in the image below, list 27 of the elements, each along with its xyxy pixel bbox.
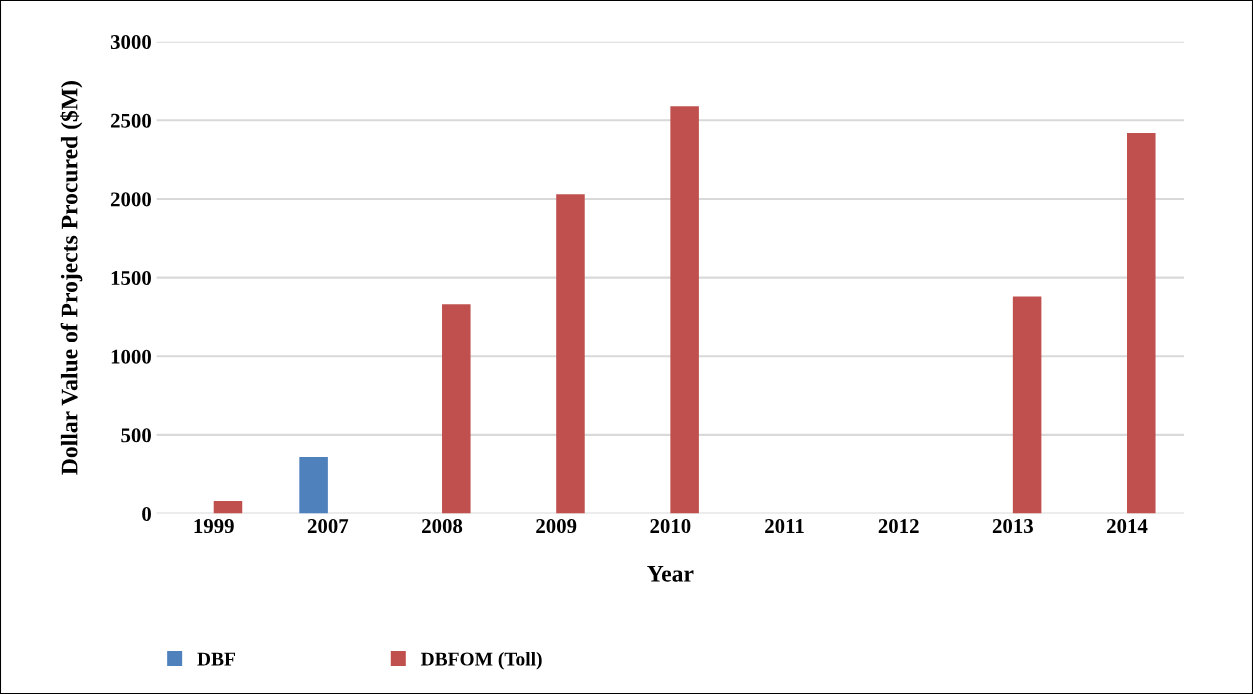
- x-tick-label: 2011: [765, 519, 804, 534]
- legend-label: DBFOM (Toll): [420, 651, 542, 670]
- x-tick-label: 2014: [1107, 519, 1148, 534]
- bar: [670, 106, 699, 514]
- bar: [299, 456, 328, 514]
- y-tick-label: 0: [142, 506, 151, 521]
- bar: [1012, 296, 1042, 514]
- y-tick-label: 500: [121, 428, 151, 443]
- x-tick-label: 2008: [422, 519, 463, 534]
- x-tick-label: 2013: [992, 519, 1033, 534]
- y-axis-title: Dollar Value of Projects Procured ($M): [60, 81, 83, 475]
- y-tick-label: 3000: [110, 35, 151, 50]
- bar: [213, 500, 243, 514]
- y-tick-label: 1000: [111, 349, 151, 364]
- x-tick-label: 2012: [878, 519, 919, 534]
- y-tick-label: 1500: [111, 270, 151, 286]
- x-tick-label: 2010: [650, 519, 691, 534]
- y-tick-label: 2000: [110, 192, 151, 207]
- bar: [1127, 132, 1156, 514]
- x-tick-label: 1999: [194, 519, 234, 534]
- x-tick-label: 2009: [536, 519, 577, 534]
- bar: [442, 304, 471, 514]
- x-axis-title: Year: [647, 566, 694, 582]
- legend-label: DBF: [197, 652, 235, 666]
- x-tick-label: 2007: [307, 519, 349, 534]
- bar: [556, 194, 585, 514]
- y-tick-label: 2500: [110, 113, 151, 128]
